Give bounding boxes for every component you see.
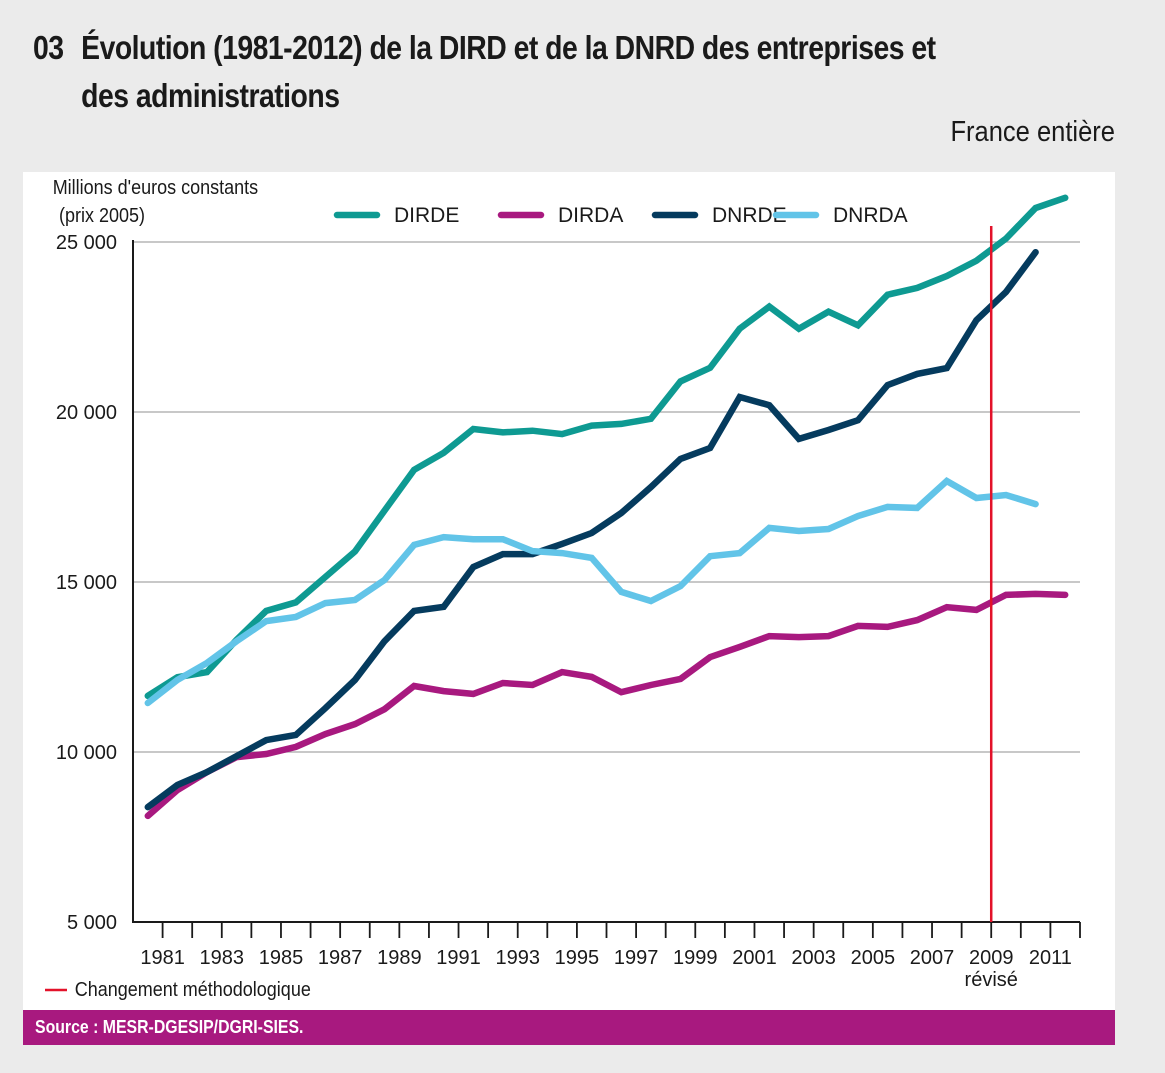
series-line-dirde xyxy=(144,194,1069,700)
figure-number: 03 xyxy=(33,29,64,66)
legend: DIRDE DIRDA DNRDE DNRDA xyxy=(333,204,908,227)
x-tick-label: 1981 xyxy=(140,947,185,969)
x-tick-label: 2003 xyxy=(791,947,836,969)
source-bar: Source : MESR-DGESIP/DGRI-SIES. xyxy=(23,1010,1115,1045)
series-line-dirda xyxy=(144,590,1069,820)
x-tick-label: 1991 xyxy=(436,947,481,969)
x-tick-label: 2007 xyxy=(910,947,955,969)
x-tick-label: 1983 xyxy=(200,947,245,969)
x-tick-label: 1997 xyxy=(614,947,659,969)
y-tick-label: 25 000 xyxy=(56,232,117,254)
y-axis-label-line-1: Millions d'euros constants xyxy=(53,177,258,199)
y-tick-label: 10 000 xyxy=(56,742,117,764)
chart-subtitle: France entière xyxy=(950,116,1115,148)
x-tick-label: 2011 xyxy=(1029,947,1072,969)
legend-label: DNRDA xyxy=(833,204,908,227)
x-tick-label: 1995 xyxy=(555,947,600,969)
chart-title: 03 Évolution (1981-2012) de la DIRD et de… xyxy=(33,24,962,120)
legend-item-dnrde: DNRDE xyxy=(651,204,787,227)
x-tick-label: 1989 xyxy=(377,947,422,969)
x-tick-label: 1993 xyxy=(495,947,540,969)
title-line-1: Évolution (1981-2012) de la DIRD et de l… xyxy=(81,29,936,66)
x-tick-label: 1999 xyxy=(673,947,718,969)
title-line-2: des administrations xyxy=(81,77,340,114)
legend-item-dnrda: DNRDA xyxy=(772,204,908,227)
marker-legend: Changement méthodologique xyxy=(45,979,311,1001)
x-tick-label: 1985 xyxy=(259,947,304,969)
x-tick-label: 2009 xyxy=(969,947,1014,969)
legend-label: DIRDA xyxy=(558,204,623,227)
series-line-dnrde xyxy=(144,248,1039,811)
y-tick-label: 5 000 xyxy=(67,912,117,934)
chart-panel: 5 000 10 000 15 000 20 000 25 000 1981 1983 19… xyxy=(23,172,1115,1010)
legend-label: DNRDE xyxy=(712,204,787,227)
legend-item-dirde: DIRDE xyxy=(333,204,459,227)
y-tick-label: 15 000 xyxy=(56,572,117,594)
marker-legend-label: Changement méthodologique xyxy=(75,979,311,1001)
x-tick-label: 1987 xyxy=(318,947,363,969)
gridlines xyxy=(133,241,1080,753)
x-tick-label: 2001 xyxy=(732,947,777,969)
x-annotation-revise: révisé xyxy=(965,969,1018,991)
legend-item-dirda: DIRDA xyxy=(497,204,623,227)
x-tick-label: 2005 xyxy=(851,947,896,969)
series-lines xyxy=(144,194,1069,820)
legend-label: DIRDE xyxy=(394,204,459,227)
series-line-dnrda xyxy=(144,477,1039,707)
source-text: Source : MESR-DGESIP/DGRI-SIES. xyxy=(35,1017,304,1037)
x-axis-ticks: 1981 1983 1985 1987 1989 1991 1993 1995 1997 1999… xyxy=(140,922,1081,991)
y-axis-ticks: 5 000 10 000 15 000 20 000 25 000 xyxy=(56,232,117,934)
y-axis-label-line-2: (prix 2005) xyxy=(59,205,145,227)
y-tick-label: 20 000 xyxy=(56,402,117,424)
